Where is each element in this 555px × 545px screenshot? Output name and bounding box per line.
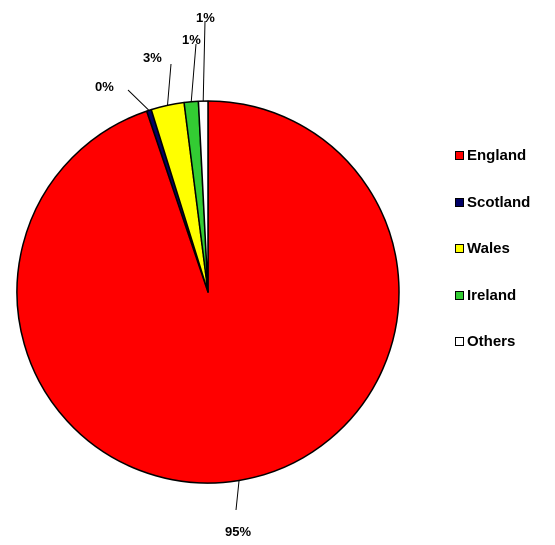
legend-label-wales: Wales <box>467 240 510 257</box>
legend-label-ireland: Ireland <box>467 286 517 304</box>
legend-item-ireland: Ireland <box>455 286 530 305</box>
percent-label-ireland: 1% <box>182 32 201 47</box>
leader-line-scotland <box>127 89 150 111</box>
legend-swatch-others <box>455 337 464 346</box>
leader-line-ireland <box>190 43 197 102</box>
legend: England Scotland Wales Ireland Others <box>455 146 530 379</box>
leader-line-others <box>202 20 206 102</box>
legend-label-others: Others <box>467 333 516 350</box>
leader-line-wales <box>167 63 172 106</box>
legend-swatch-wales <box>455 244 464 253</box>
legend-item-england: England <box>455 146 530 165</box>
legend-label-scotland: Scotland <box>467 193 531 211</box>
legend-label-england: England <box>467 147 527 164</box>
leader-line-england <box>235 480 240 511</box>
percent-labels: 95% 0% 3% 1% 1% <box>95 10 251 539</box>
percent-label-scotland: 0% <box>95 79 114 94</box>
legend-swatch-scotland <box>455 197 464 207</box>
legend-swatch-ireland <box>455 290 464 300</box>
legend-swatch-england <box>455 151 464 160</box>
percent-label-england: 95% <box>225 524 251 539</box>
percent-label-wales: 3% <box>143 50 162 65</box>
legend-item-others: Others <box>455 332 530 351</box>
percent-label-others: 1% <box>196 10 215 25</box>
pie-slices <box>16 100 400 484</box>
legend-item-wales: Wales <box>455 239 530 258</box>
leader-lines <box>127 20 240 511</box>
legend-item-scotland: Scotland <box>455 193 530 212</box>
